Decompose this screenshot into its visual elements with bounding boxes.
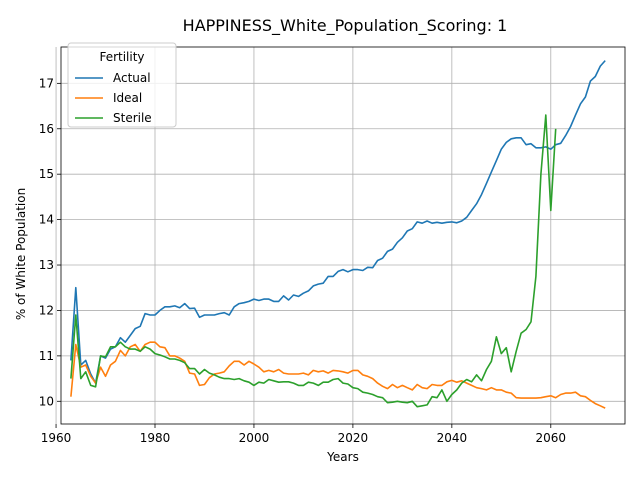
y-tick-label: 11 [39, 349, 54, 363]
y-tick-label: 13 [39, 258, 54, 272]
y-tick-label: 10 [39, 394, 54, 408]
legend-label-ideal: Ideal [113, 91, 142, 105]
x-axis-label: Years [326, 450, 359, 464]
x-tick-label: 1980 [140, 431, 171, 445]
series-layer [70, 60, 606, 409]
plot-frame [60, 46, 626, 425]
y-axis-label: % of White Population [14, 188, 28, 320]
legend-label-sterile: Sterile [113, 111, 152, 125]
legend-items: Actual Ideal Sterile [75, 71, 152, 125]
y-tick-label: 17 [39, 76, 54, 90]
x-tick-label: 2060 [536, 431, 567, 445]
x-tick-label: 2020 [338, 431, 369, 445]
series-line-actual [70, 60, 606, 384]
x-tick-label: 2040 [437, 431, 468, 445]
x-tick-label: 2000 [239, 431, 270, 445]
y-axis: 10 11 12 13 14 15 16 17 [39, 76, 61, 408]
y-tick-label: 15 [39, 167, 54, 181]
plot-area [55, 46, 626, 425]
series-line-sterile [70, 114, 557, 408]
legend-title: Fertility [99, 50, 144, 64]
series-line-ideal [70, 341, 606, 409]
y-tick-label: 12 [39, 303, 54, 317]
grid-layer [55, 47, 625, 424]
x-axis: 1960 1980 2000 2020 2040 2060 [41, 424, 566, 445]
legend: Fertility Actual Ideal Sterile [67, 42, 177, 128]
x-tick-label: 1960 [41, 431, 72, 445]
legend-label-actual: Actual [113, 71, 151, 85]
chart-title: HAPPINESS_White_Population_Scoring: 1 [183, 16, 508, 36]
y-tick-label: 16 [39, 122, 54, 136]
y-tick-label: 14 [39, 213, 54, 227]
legend-box [67, 42, 177, 128]
